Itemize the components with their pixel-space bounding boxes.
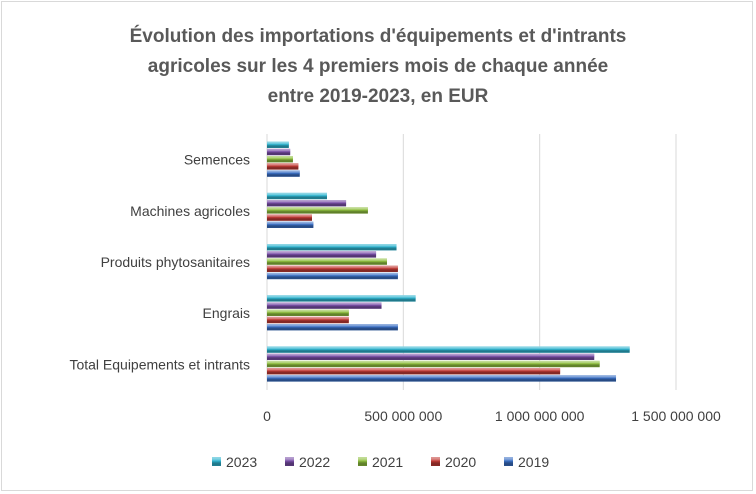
- bar-shade-engrais-2021: [267, 309, 349, 316]
- category-label-total-equipements-et-intrants: Total Equipements et intrants: [69, 356, 250, 372]
- bar-shade-machines-agricoles-2023: [267, 192, 327, 200]
- chart-title-line-3: entre 2019-2023, en EUR: [267, 86, 489, 107]
- legend-label-2019: 2019: [518, 454, 549, 470]
- legend-label-2021: 2021: [372, 454, 403, 470]
- legend-label-2020: 2020: [445, 454, 476, 470]
- bar-shade-produits-phytosanitaires-2023: [267, 244, 397, 251]
- chart-title-line-2: agricoles sur les 4 premiers mois de cha…: [147, 56, 609, 77]
- bar-shade-engrais-2020: [267, 316, 349, 324]
- bar-shade-total-equipements-et-intrants-2020: [267, 368, 561, 375]
- bar-shade-semences-2020: [267, 163, 299, 170]
- bar-shade-machines-agricoles-2021: [267, 207, 368, 214]
- legend-swatch-shade-2020: [431, 457, 440, 466]
- category-labels: Total Equipements et intrants Engrais Prod…: [69, 152, 250, 373]
- category-label-semences: Semences: [184, 152, 250, 168]
- bar-shade-total-equipements-et-intrants-2023: [267, 346, 630, 353]
- legend-swatch-shade-2023: [212, 457, 221, 466]
- legend-label-2023: 2023: [226, 454, 257, 470]
- bar-shade-machines-agricoles-2020: [267, 214, 312, 221]
- bar-shade-engrais-2019: [267, 324, 398, 331]
- legend-swatch-shade-2022: [285, 457, 294, 466]
- bar-shade-produits-phytosanitaires-2021: [267, 258, 387, 265]
- bar-shade-total-equipements-et-intrants-2022: [267, 353, 595, 360]
- chart-title-line-1: Évolution des importations d'équipements…: [129, 26, 627, 47]
- category-label-machines-agricoles: Machines agricoles: [130, 203, 250, 219]
- bar-shade-semences-2019: [267, 170, 300, 177]
- bar-shade-engrais-2023: [267, 295, 416, 302]
- bar-shade-total-equipements-et-intrants-2021: [267, 360, 600, 368]
- chart-title: Évolution des importations d'équipements…: [0, 22, 756, 112]
- category-label-engrais: Engrais: [203, 305, 250, 321]
- bar-shade-produits-phytosanitaires-2019: [267, 272, 398, 280]
- bar-shade-engrais-2022: [267, 302, 382, 309]
- x-tick-label-3: 1 500 000 000: [631, 408, 721, 424]
- x-tick-labels: 0 500 000 000 1 000 000 000 1 500 000 000: [263, 408, 721, 424]
- x-tick-label-2: 1 000 000 000: [495, 408, 585, 424]
- legend: 2023 2022 2021 2020 2019: [212, 454, 549, 470]
- x-tick-label-0: 0: [263, 408, 271, 424]
- bar-shade-produits-phytosanitaires-2022: [267, 251, 377, 258]
- bar-shade-machines-agricoles-2019: [267, 221, 314, 228]
- bar-shade-semences-2021: [267, 156, 293, 163]
- category-label-produits-phytosanitaires: Produits phytosanitaires: [101, 254, 250, 270]
- bars: [267, 141, 630, 382]
- legend-swatch-shade-2019: [504, 457, 513, 466]
- legend-label-2022: 2022: [299, 454, 330, 470]
- x-tick-label-1: 500 000 000: [364, 408, 442, 424]
- bar-shade-semences-2022: [267, 148, 291, 156]
- bar-shade-total-equipements-et-intrants-2019: [267, 375, 617, 382]
- legend-swatch-shade-2021: [358, 457, 367, 466]
- bar-shade-produits-phytosanitaires-2020: [267, 265, 398, 272]
- bar-shade-machines-agricoles-2022: [267, 200, 347, 207]
- bar-shade-semences-2023: [267, 141, 289, 148]
